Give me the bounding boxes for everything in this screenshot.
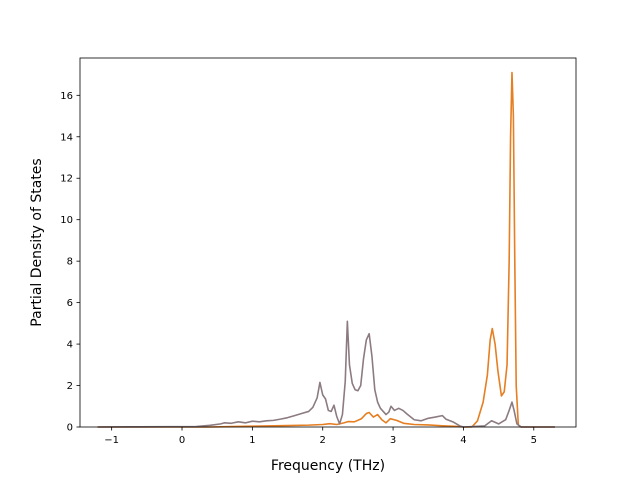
x-tick-label: 1 <box>249 435 255 446</box>
plot-area <box>79 57 577 428</box>
axes-frame <box>79 57 577 428</box>
y-ticks: 0 2 4 6 8 10 12 14 16 <box>60 91 80 434</box>
y-tick-label: 12 <box>60 174 73 185</box>
y-tick-label: 14 <box>60 132 73 143</box>
y-tick-label: 2 <box>67 381 73 392</box>
y-tick-label: 6 <box>67 298 73 309</box>
series-layer <box>97 71 555 428</box>
x-tick-label: 5 <box>531 435 537 446</box>
x-tick-label: 0 <box>179 435 185 446</box>
x-tick-label: 3 <box>390 435 396 446</box>
series-line-1 <box>97 71 555 428</box>
y-tick-label: 4 <box>67 340 73 351</box>
y-tick-label: 10 <box>60 215 73 226</box>
x-tick-label: 2 <box>320 435 326 446</box>
y-tick-label: 16 <box>60 91 73 102</box>
y-tick-label: 0 <box>67 423 73 434</box>
x-tick-label: 4 <box>460 435 466 446</box>
x-axis-label: Frequency (THz) <box>271 458 385 474</box>
x-tick-label: −1 <box>104 435 119 446</box>
x-ticks: −1 0 1 2 3 4 5 <box>104 427 537 446</box>
y-tick-label: 8 <box>67 257 73 268</box>
series-line-2 <box>97 320 555 428</box>
y-axis-label: Partial Density of States <box>29 158 45 326</box>
